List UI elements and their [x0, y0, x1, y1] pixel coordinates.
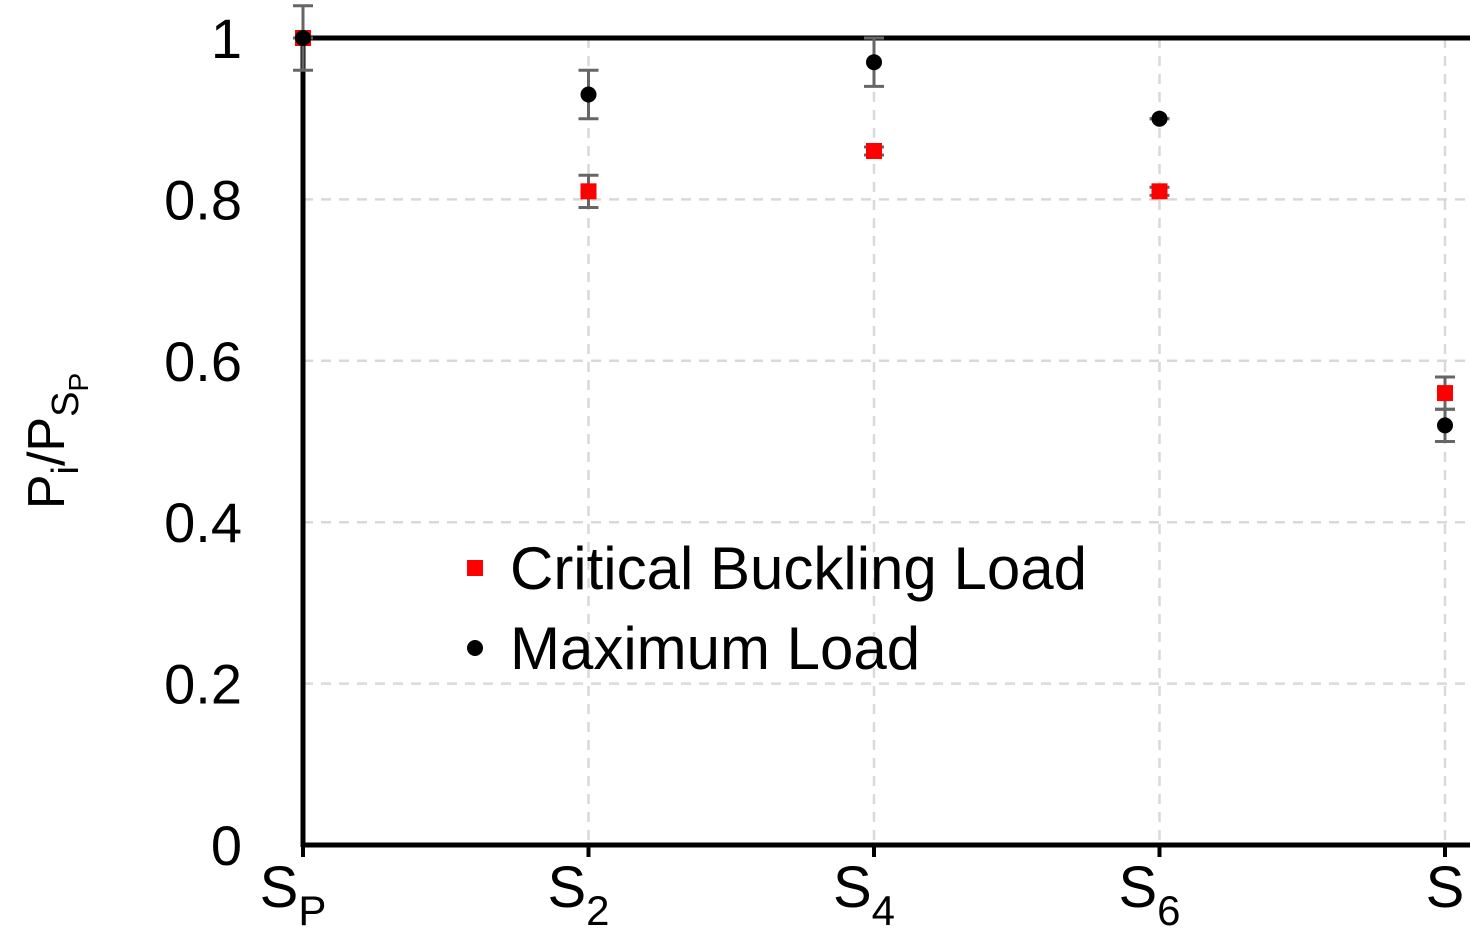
legend-marker — [467, 640, 483, 656]
x-tick-label: S2 — [547, 855, 609, 930]
category-main: S — [833, 855, 872, 920]
y-tick-label: 0.4 — [164, 491, 242, 554]
ylabel-part: S — [45, 392, 87, 417]
category-main: S — [547, 855, 586, 920]
category-sub: 2 — [586, 887, 609, 930]
x-tick-label: S — [1426, 855, 1465, 920]
y-tick-label: 0.6 — [164, 330, 242, 393]
category-main: S — [1426, 855, 1465, 920]
ylabel-part: P — [63, 373, 94, 392]
x-tick-label: SP — [260, 855, 327, 930]
marker — [866, 54, 882, 71]
category-sub: P — [298, 887, 326, 930]
y-axis-label: Pi/PSP — [18, 373, 94, 509]
y-tick-label: 1 — [211, 7, 242, 70]
x-tick-label: S4 — [833, 855, 895, 930]
category-sub: 6 — [1157, 887, 1180, 930]
legend-label: Critical Buckling Load — [510, 535, 1087, 602]
marker — [1437, 385, 1453, 402]
marker — [580, 183, 597, 200]
ylabel-part: i — [45, 466, 87, 474]
legend-label: Maximum Load — [510, 615, 920, 682]
category-sub: 4 — [872, 887, 895, 930]
category-main: S — [260, 855, 299, 920]
legend-marker — [467, 560, 483, 576]
marker — [580, 86, 597, 103]
y-tick-label: 0 — [211, 814, 242, 877]
y-tick-label: 0.8 — [164, 168, 242, 231]
y-tick-label: 0.2 — [164, 653, 242, 716]
marker — [1151, 110, 1168, 127]
marker — [295, 30, 311, 46]
ylabel-part: P — [18, 474, 76, 509]
marker — [1151, 183, 1168, 200]
marker — [866, 142, 882, 159]
category-main: S — [1118, 855, 1157, 920]
ylabel-part: /P — [18, 417, 76, 466]
marker — [1437, 417, 1453, 434]
x-tick-label: S6 — [1118, 855, 1180, 930]
